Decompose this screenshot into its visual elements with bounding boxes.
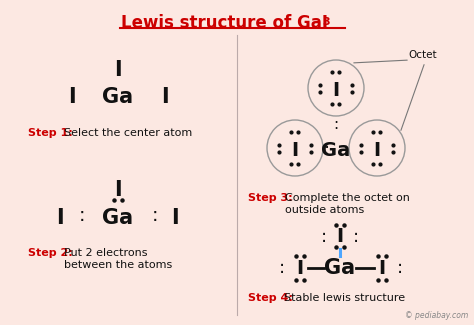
Text: Ga: Ga [102,87,134,107]
Text: I: I [114,180,122,200]
Text: Step 1:: Step 1: [28,128,73,138]
Text: I: I [332,81,339,99]
Text: :: : [321,228,327,246]
Text: Ga: Ga [321,140,351,160]
Text: Step 4:: Step 4: [248,293,293,303]
Text: Put 2 electrons
between the atoms: Put 2 electrons between the atoms [64,248,172,270]
Text: Step 2:: Step 2: [28,248,73,258]
Text: I: I [171,208,179,228]
Text: I: I [56,208,64,228]
Text: Ga: Ga [324,258,356,278]
Text: Complete the octet on
outside atoms: Complete the octet on outside atoms [285,193,410,214]
Text: 3: 3 [322,17,329,27]
Text: :: : [343,141,349,159]
Text: :: : [333,117,338,132]
Text: © pediabay.com: © pediabay.com [405,311,468,320]
Text: I: I [161,87,169,107]
Text: :: : [279,259,285,277]
Text: :: : [353,228,359,246]
Text: Step 3:: Step 3: [248,193,292,203]
Text: :: : [324,141,330,159]
Text: :: : [152,206,158,225]
Text: :: : [397,259,403,277]
Text: Octet: Octet [408,50,437,60]
Text: I: I [292,140,299,160]
Text: Stable lewis structure: Stable lewis structure [284,293,405,303]
Text: I: I [378,258,385,278]
Text: I: I [296,258,303,278]
Text: I: I [68,87,76,107]
Text: I: I [114,60,122,80]
Text: I: I [374,140,381,160]
Text: Lewis structure of GaI: Lewis structure of GaI [121,14,328,32]
Text: Ga: Ga [102,208,134,228]
Text: Select the center atom: Select the center atom [64,128,192,138]
Text: I: I [337,227,344,246]
Text: :: : [79,206,85,225]
